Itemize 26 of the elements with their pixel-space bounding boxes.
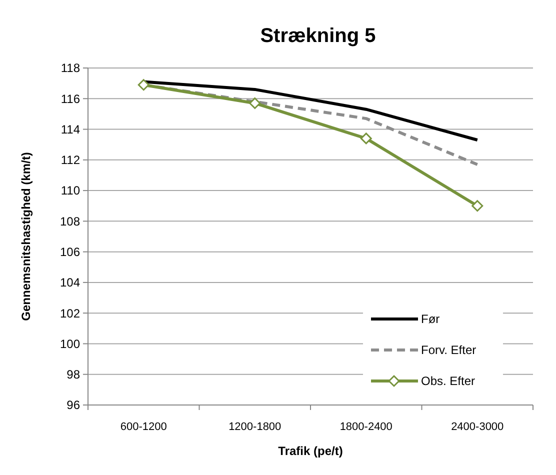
legend-label: Obs. Efter [421, 374, 476, 388]
y-tick-label: 96 [66, 398, 80, 412]
x-tick-label: 1800-2400 [340, 421, 392, 433]
y-tick-label: 98 [66, 368, 80, 382]
chart-title: Strækning 5 [260, 25, 376, 47]
x-tick-label: 1200-1800 [228, 421, 282, 433]
x-tick-label: 600-1200 [120, 421, 167, 433]
y-tick-label: 112 [60, 153, 80, 168]
y-tick-label: 108 [60, 214, 80, 228]
point [249, 97, 261, 109]
point [472, 200, 484, 212]
y-tick-label: 116 [60, 92, 80, 106]
x-tick-label: 2400-3000 [451, 421, 504, 433]
point [138, 79, 150, 91]
y-axis-title: Gennemsnitshastighed (km/t) [19, 152, 33, 321]
point [360, 132, 372, 144]
y-tick-label: 110 [60, 184, 80, 198]
y-tick-label: 106 [60, 245, 80, 260]
y-tick-label: 100 [60, 336, 80, 351]
y-tick-label: 114 [60, 122, 80, 136]
x-axis-title: Trafik (pe/t) [278, 444, 343, 458]
legend-label: Før [421, 312, 440, 326]
y-tick-label: 102 [60, 306, 80, 320]
y-tick-label: 104 [60, 276, 80, 290]
legend-label: Forv. Efter [421, 343, 476, 358]
y-tick-label: 118 [60, 61, 80, 76]
